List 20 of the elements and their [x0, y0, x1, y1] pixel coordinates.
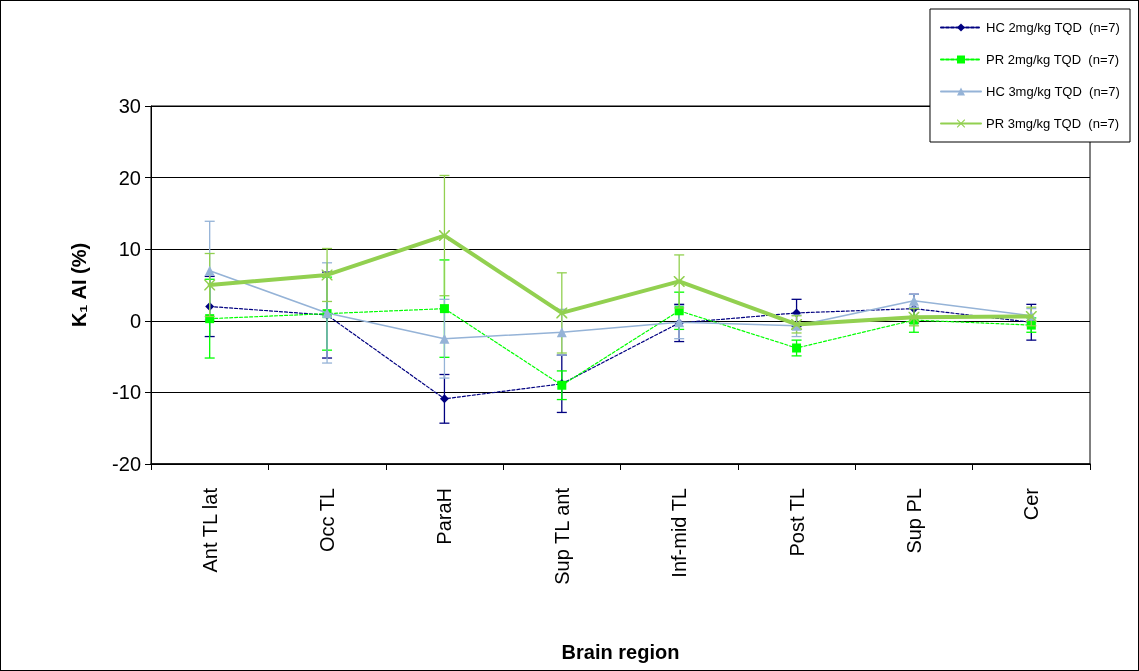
- legend-label: HC 2mg/kg TQD (n=7): [985, 20, 1120, 35]
- legend-label: HC 3mg/kg TQD (n=7): [985, 84, 1120, 99]
- x-tick-label: Inf-mid TL: [668, 488, 691, 578]
- x-axis-title: Brain region: [561, 641, 680, 663]
- legend-label: PR 2mg/kg TQD (n=7): [985, 52, 1120, 67]
- x-tick-label: Sup TL ant: [550, 487, 573, 585]
- x-tick-label: Cer: [1020, 487, 1043, 521]
- y-tick-label: 30: [118, 95, 141, 117]
- y-tick-label: 10: [118, 238, 141, 261]
- x-tick-label: Sup PL: [902, 488, 925, 554]
- y-tick-label: -20: [112, 453, 141, 475]
- x-tick-label: ParaH: [433, 488, 456, 545]
- y-axis-title: K₁ AI (%): [68, 242, 90, 328]
- legend-label: PR 3mg/kg TQD (n=7): [985, 116, 1120, 131]
- x-tick-label: Post TL: [785, 488, 808, 557]
- y-tick-label: 0: [129, 309, 141, 332]
- x-tick-label: Ant TL lat: [198, 487, 221, 573]
- y-tick-label: -10: [112, 381, 141, 404]
- y-tick-label: 20: [118, 166, 141, 189]
- x-tick-label: Occ TL: [316, 488, 339, 553]
